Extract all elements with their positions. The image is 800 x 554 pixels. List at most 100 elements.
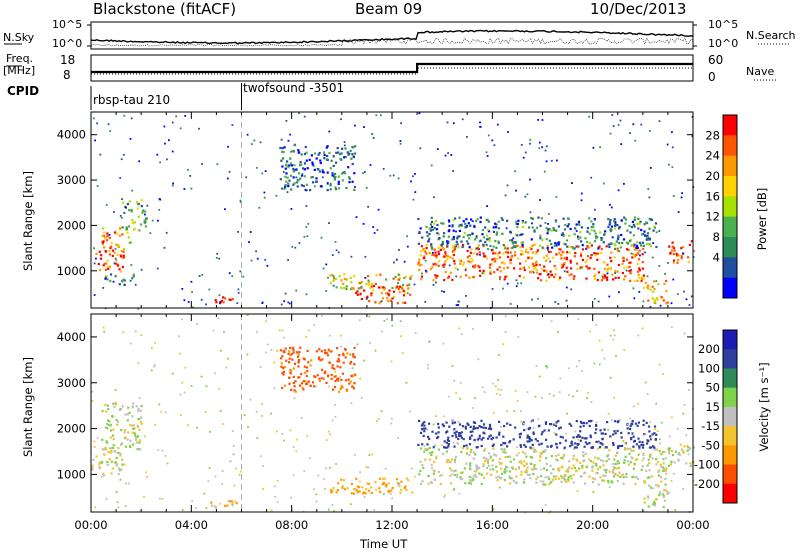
echo-cell — [231, 298, 234, 301]
echo-cell — [657, 474, 660, 477]
echo-cell — [546, 274, 549, 277]
echo-cell — [143, 495, 145, 498]
echo-cell — [549, 260, 552, 263]
echo-cell — [538, 263, 541, 267]
echo-cell — [437, 264, 440, 267]
echo-cell — [164, 411, 167, 414]
echo-cell — [648, 476, 651, 479]
echo-cell — [545, 365, 547, 367]
echo-cell — [112, 444, 115, 447]
echo-cell — [474, 264, 477, 267]
echo-cell — [660, 476, 663, 479]
echo-region — [643, 484, 670, 509]
echo-cell — [627, 242, 630, 245]
echo-cell — [572, 395, 575, 398]
echo-cell — [541, 238, 544, 242]
echo-cell — [237, 231, 239, 233]
echo-cell — [136, 436, 139, 438]
echo-cell — [529, 178, 531, 181]
echo-cell — [618, 466, 621, 469]
echo-cell — [419, 469, 422, 473]
echo-cell — [328, 361, 331, 364]
echo-cell — [692, 446, 696, 449]
echo-cell — [429, 223, 432, 226]
echo-cell — [499, 393, 502, 396]
echo-cell — [562, 476, 565, 479]
echo-cell — [486, 205, 488, 207]
echo-cell — [553, 276, 556, 279]
echo-cell — [613, 396, 615, 399]
echo-cell — [487, 437, 490, 440]
echo-cell — [400, 480, 403, 483]
echo-cell — [457, 304, 460, 306]
echo-cell — [290, 164, 293, 167]
echo-cell — [535, 365, 538, 367]
echo-cell — [350, 255, 353, 258]
echo-cell — [429, 229, 432, 232]
echo-cell — [494, 252, 497, 255]
echo-cell — [341, 147, 344, 150]
echo-cell — [159, 497, 161, 500]
echo-cell — [388, 289, 391, 292]
echo-cell — [325, 439, 328, 442]
echo-cell — [593, 277, 596, 280]
echo-cell — [219, 301, 221, 304]
cpid-program-1: rbsp-tau 210 — [93, 93, 171, 107]
echo-cell — [356, 485, 359, 488]
echo-cell — [534, 395, 537, 398]
echo-cell — [483, 476, 486, 479]
echo-cell — [442, 222, 445, 225]
echo-cell — [601, 349, 603, 352]
echo-cell — [609, 219, 612, 222]
echo-cell — [104, 268, 107, 271]
echo-cell — [535, 251, 538, 254]
echo-cell — [544, 222, 547, 224]
echo-cell — [300, 372, 303, 376]
echo-cell — [638, 222, 641, 225]
echo-cell — [617, 276, 620, 279]
echo-cell — [352, 355, 355, 358]
echo-cell — [618, 225, 621, 229]
echo-cell — [325, 158, 329, 161]
echo-cell — [178, 335, 180, 338]
echo-cell — [500, 443, 503, 447]
echo-cell — [401, 351, 404, 354]
echo-cell — [91, 468, 94, 471]
echo-cell — [616, 429, 619, 433]
echo-cell — [485, 234, 489, 237]
echo-cell — [557, 303, 560, 305]
echo-cell — [348, 181, 351, 184]
echo-cell — [601, 276, 605, 279]
echo-cell — [205, 385, 208, 388]
echo-cell — [440, 222, 443, 225]
echo-cell — [364, 492, 367, 495]
echo-cell — [555, 253, 558, 256]
echo-cell — [621, 271, 624, 275]
echo-cell — [184, 366, 187, 369]
echo-cell — [473, 252, 476, 255]
echo-cell — [484, 241, 487, 244]
echo-cell — [145, 471, 147, 474]
echo-cell — [395, 286, 398, 289]
echo-cell — [648, 484, 651, 487]
echo-cell — [593, 478, 596, 481]
echo-cell — [431, 228, 434, 231]
echo-cell — [423, 249, 426, 252]
echo-cell — [591, 254, 593, 256]
echo-cell — [616, 270, 619, 273]
echo-cell — [350, 287, 353, 290]
echo-cell — [528, 246, 532, 249]
echo-cell — [119, 177, 122, 179]
echo-cell — [503, 244, 507, 248]
echo-cell — [511, 254, 514, 258]
echo-cell — [396, 482, 400, 485]
echo-cell — [279, 349, 282, 352]
echo-cell — [485, 243, 488, 247]
echo-cell — [630, 449, 633, 452]
echo-cell — [506, 455, 510, 458]
echo-cell — [635, 443, 638, 446]
echo-cell — [572, 457, 575, 460]
echo-cell — [514, 170, 516, 173]
echo-cell — [671, 166, 674, 169]
echo-cell — [490, 438, 493, 441]
